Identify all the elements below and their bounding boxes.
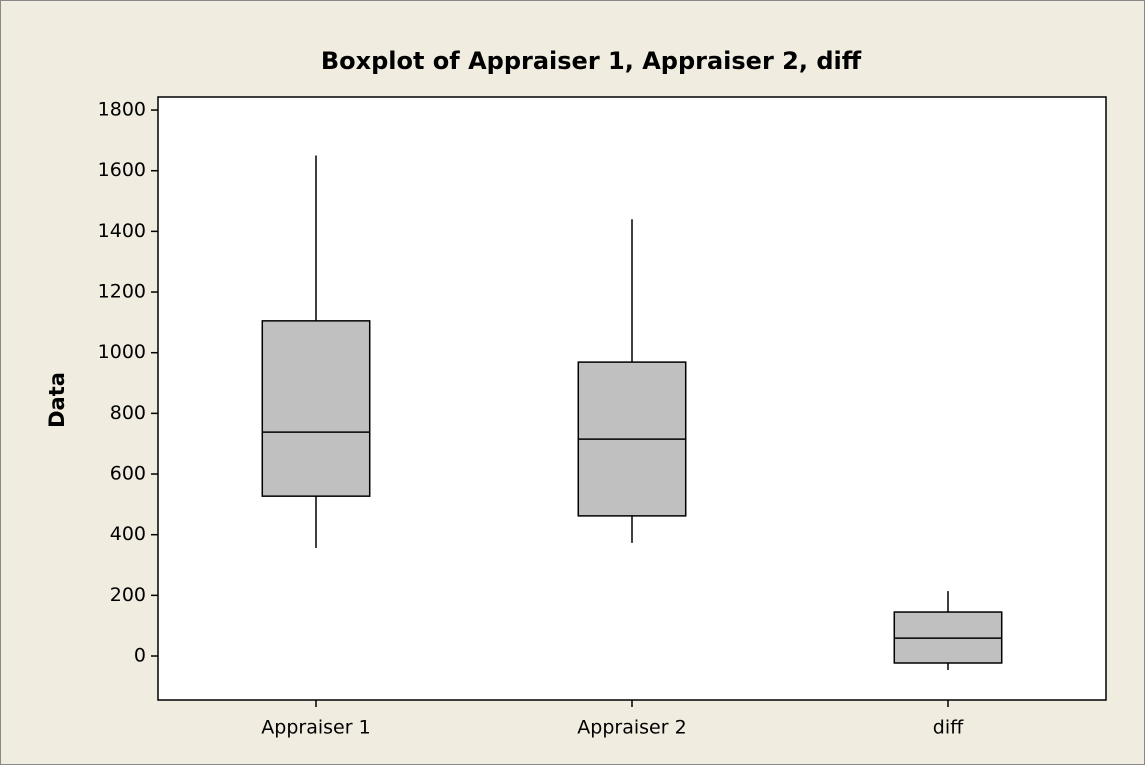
y-tick-label: 400 [110, 523, 146, 545]
y-tick-label: 200 [110, 584, 146, 606]
y-tick-label: 600 [110, 463, 146, 485]
chart-title: Boxplot of Appraiser 1, Appraiser 2, dif… [321, 47, 862, 75]
y-tick-label: 800 [110, 402, 146, 424]
y-axis-label: Data [45, 372, 69, 428]
box [261, 320, 371, 497]
y-tick-label: 0 [134, 645, 146, 667]
y-tick-label: 1600 [98, 159, 146, 181]
y-tick-label: 1400 [98, 220, 146, 242]
x-tick-label: Appraiser 1 [261, 717, 370, 739]
y-tick-label: 1200 [98, 281, 146, 303]
x-tick-label: Appraiser 2 [577, 717, 686, 739]
x-tick-label: diff [933, 717, 964, 739]
y-tick-label: 1000 [98, 341, 146, 363]
y-tick-label: 1800 [98, 99, 146, 121]
